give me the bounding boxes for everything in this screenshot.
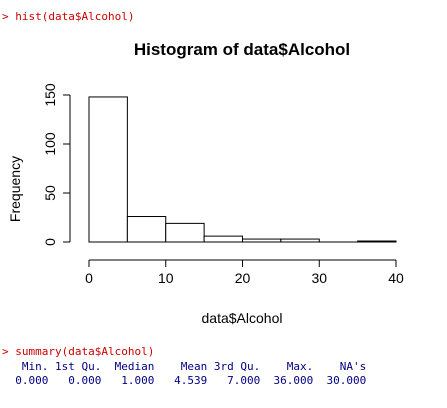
y-tick-label: 0 [42,238,58,246]
x-tick-label: 10 [158,270,174,286]
x-axis-ticks: 0 10 20 30 40 [85,260,404,286]
chart-title: Histogram of data$Alcohol [134,40,350,59]
histogram-bar [165,222,205,243]
console-command-summary: > summary(data$Alcohol) [2,345,155,358]
x-tick-label: 20 [235,270,251,286]
histogram-bar [280,238,320,243]
histogram-bar [242,238,282,243]
y-tick-label: 100 [42,132,58,156]
summary-header-row: Min. 1st Qu. Median Mean 3rd Qu. Max. NA… [2,360,367,373]
x-tick-label: 30 [311,270,327,286]
histogram-bars [88,96,397,243]
histogram-plot: Histogram of data$Alcohol 0 50 100 150 0 10 2… [7,40,404,326]
y-axis-ticks: 0 50 100 150 [42,83,70,246]
console-command-hist: > hist(data$Alcohol) [2,10,135,23]
x-tick-label: 40 [388,270,404,286]
histogram-bar [357,240,397,243]
y-axis-label: Frequency [7,156,23,222]
x-axis-label: data$Alcohol [202,310,283,326]
y-tick-label: 50 [42,185,58,201]
histogram-bar [126,216,167,243]
histogram-bar [203,235,243,243]
histogram-bar [88,96,128,243]
y-tick-label: 150 [42,83,58,107]
summary-values-row: 0.000 0.000 1.000 4.539 7.000 36.000 30.… [2,374,367,387]
x-tick-label: 0 [85,270,93,286]
